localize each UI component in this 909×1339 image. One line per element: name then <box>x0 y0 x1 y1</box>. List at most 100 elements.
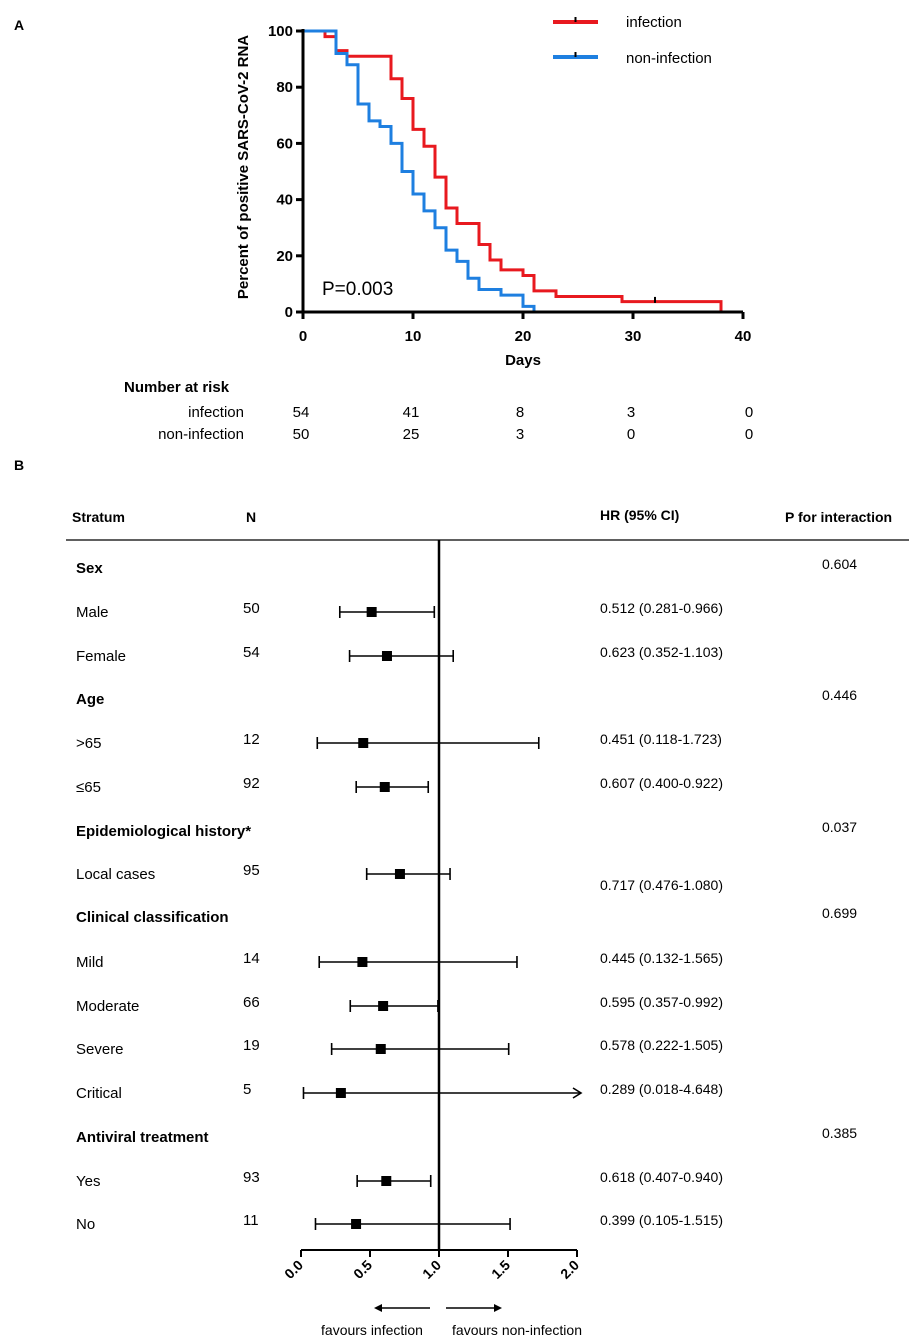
stratum-label: No <box>76 1216 95 1233</box>
km-y-axis-label: Percent of positive SARS-CoV-2 RNA <box>235 35 252 299</box>
hr-ci-text: 0.399 (0.105-1.515) <box>600 1212 723 1228</box>
group-label: Epidemiological history* <box>76 823 251 840</box>
km-legend: infection non-infection <box>553 14 712 67</box>
km-x-axis-label: Days <box>505 352 541 369</box>
stratum-label: Male <box>76 604 109 621</box>
risk-value: 0 <box>745 426 753 443</box>
n-value: 14 <box>243 950 260 967</box>
km-y-tick-label: 0 <box>285 304 293 321</box>
panel-b-label: B <box>14 457 24 473</box>
forest-x-tick-label: 1.0 <box>419 1257 444 1282</box>
risk-value: 0 <box>627 426 635 443</box>
hr-marker <box>335 1088 346 1098</box>
forest-x-tick-label: 0.0 <box>281 1257 306 1282</box>
n-value: 11 <box>243 1212 259 1229</box>
hr-ci-text: 0.618 (0.407-0.940) <box>600 1169 723 1185</box>
arrow-right-head <box>494 1304 502 1312</box>
panel-a-label: A <box>14 17 24 33</box>
stratum-label: Mild <box>76 954 104 971</box>
stratum-label: >65 <box>76 735 101 752</box>
header-hr: HR (95% CI) <box>600 507 679 523</box>
km-x-tick-label: 0 <box>299 328 307 345</box>
risk-value: 41 <box>403 404 420 421</box>
risk-table-title: Number at risk <box>124 379 230 396</box>
hr-ci-text: 0.451 (0.118-1.723) <box>600 731 722 747</box>
risk-value: 50 <box>293 426 310 443</box>
hr-ci-text: 0.512 (0.281-0.966) <box>600 600 723 616</box>
stratum-label: Female <box>76 648 126 665</box>
hr-ci-text: 0.445 (0.132-1.565) <box>600 950 723 966</box>
risk-value: 54 <box>293 404 310 421</box>
hr-marker <box>394 869 405 879</box>
arrow-left-head <box>374 1304 382 1312</box>
stratum-label: Severe <box>76 1041 124 1058</box>
group-label: Clinical classification <box>76 909 229 926</box>
ci-arrow <box>572 1087 583 1099</box>
n-value: 66 <box>243 994 260 1011</box>
hr-marker <box>375 1044 386 1054</box>
n-value: 95 <box>243 862 260 879</box>
group-label: Antiviral treatment <box>76 1129 209 1146</box>
n-value: 54 <box>243 644 260 661</box>
header-stratum: Stratum <box>72 509 125 525</box>
p-interaction-value: 0.446 <box>822 687 857 703</box>
km-x-tick-label: 10 <box>405 328 422 345</box>
forest-x-tick-label: 1.5 <box>488 1257 513 1282</box>
hr-ci-text: 0.595 (0.357-0.992) <box>600 994 723 1010</box>
km-y-tick-label: 20 <box>276 248 293 265</box>
km-y-tick-label: 60 <box>276 135 293 152</box>
km-x-tick-label: 30 <box>625 328 642 345</box>
hr-ci-text: 0.607 (0.400-0.922) <box>600 775 723 791</box>
n-value: 12 <box>243 731 260 748</box>
risk-row-label-infection: infection <box>188 404 244 421</box>
stratum-label: Local cases <box>76 866 155 883</box>
hr-ci-text: 0.578 (0.222-1.505) <box>600 1037 723 1053</box>
hr-marker <box>358 738 369 748</box>
favours-infection-label: favours infection <box>321 1322 423 1338</box>
hr-marker <box>366 607 377 617</box>
km-p-value: P=0.003 <box>322 279 393 300</box>
km-x-tick-label: 40 <box>735 328 752 345</box>
header-p: P for interaction <box>785 509 892 525</box>
n-value: 5 <box>243 1081 251 1098</box>
risk-value: 0 <box>745 404 753 421</box>
risk-value: 25 <box>403 426 420 443</box>
hr-marker <box>351 1219 362 1229</box>
km-x-tick-label: 20 <box>515 328 532 345</box>
hr-ci-text: 0.717 (0.476-1.080) <box>600 877 723 893</box>
n-value: 92 <box>243 775 260 792</box>
risk-row-label-non-infection: non-infection <box>158 426 244 443</box>
forest-x-tick-label: 2.0 <box>557 1257 582 1282</box>
risk-table: Number at risk infection non-infection 5… <box>124 379 753 443</box>
km-curve-non-infection <box>303 29 536 312</box>
km-y-tick-label: 80 <box>276 79 293 96</box>
forest-plot: Stratum N HR (95% CI) P for interaction … <box>66 507 909 1338</box>
stratum-label: Critical <box>76 1085 122 1102</box>
header-n: N <box>246 509 256 525</box>
stratum-label: ≤65 <box>76 779 101 796</box>
p-interaction-value: 0.604 <box>822 556 857 572</box>
km-curve-infection <box>303 29 723 312</box>
p-interaction-value: 0.699 <box>822 905 857 921</box>
p-interaction-value: 0.037 <box>822 819 857 835</box>
direction-labels: favours infection favours non-infection <box>321 1304 582 1338</box>
hr-marker <box>381 651 392 661</box>
hr-marker <box>357 957 368 967</box>
stratum-label: Moderate <box>76 998 139 1015</box>
hr-marker <box>378 1001 389 1011</box>
forest-x-tick-label: 0.5 <box>350 1257 375 1282</box>
n-value: 93 <box>243 1169 260 1186</box>
risk-value: 8 <box>516 404 524 421</box>
hr-marker <box>379 782 390 792</box>
stratum-label: Yes <box>76 1173 100 1190</box>
km-y-tick-label: 40 <box>276 192 293 209</box>
hr-ci-text: 0.623 (0.352-1.103) <box>600 644 723 660</box>
group-label: Age <box>76 691 104 708</box>
risk-value: 3 <box>627 404 635 421</box>
risk-value: 3 <box>516 426 524 443</box>
hr-marker <box>381 1176 392 1186</box>
legend-label-non-infection: non-infection <box>626 50 712 67</box>
n-value: 19 <box>243 1037 260 1054</box>
